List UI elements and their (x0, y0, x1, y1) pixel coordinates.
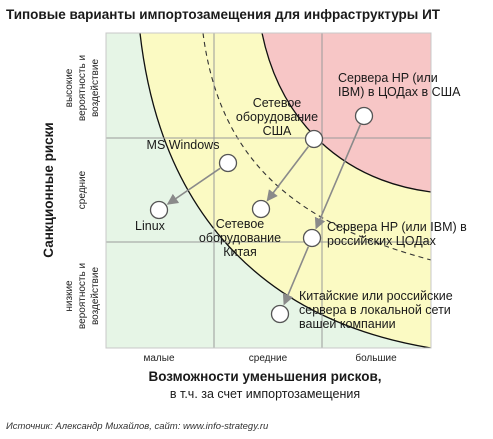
x-axis-label-line1: Возможности уменьшения рисков, (148, 369, 381, 384)
arrow-servers_russia-to-servers_own (282, 246, 310, 306)
node-servers-own: Китайские или российские сервера в локаль… (270, 289, 453, 331)
diagram-nodes: Сервера HP (или IBM) в ЦОДах в США Сетевое… (135, 71, 467, 331)
diagram-title: Типовые варианты импортозамещения для ин… (6, 7, 441, 22)
arrow-servers_usa-to-servers_russia (314, 124, 362, 230)
x-axis-label-line2: в т.ч. за счет импортозамещения (170, 387, 360, 401)
svg-text:вероятность и: вероятность и (77, 55, 88, 121)
svg-text:воздействие: воздействие (90, 267, 101, 325)
svg-text:высокие: высокие (64, 68, 75, 107)
svg-text:низкие: низкие (64, 280, 75, 312)
svg-text:вероятность и: вероятность и (77, 263, 88, 329)
source-note: Источник: Александр Михайлов, сайт: www.… (6, 421, 269, 432)
x-axis-level-high: большие (355, 352, 397, 364)
high-risk-zone (262, 33, 431, 192)
node-servers-russia: Сервера HP (или IBM) в российских ЦОДах (302, 220, 467, 248)
y-axis-label: Санкционные риски (41, 122, 56, 257)
node-servers-usa: Сервера HP (или IBM) в ЦОДах в США (338, 71, 461, 126)
svg-text:воздействие: воздействие (90, 59, 101, 117)
node-network-usa: Сетевое оборудование США (236, 96, 324, 149)
svg-text:средние: средние (77, 170, 88, 209)
node-marker (251, 199, 271, 219)
node-marker (218, 153, 238, 173)
node-label: Китайские или российские сервера в локаль… (299, 289, 453, 331)
y-axis-level-high: высокие вероятность и воздействие (64, 55, 101, 121)
node-label: Сервера HP (или IBM) в ЦОДах в США (338, 71, 461, 99)
x-axis-level-low: малые (143, 353, 174, 364)
node-marker (354, 106, 374, 126)
node-label: Linux (135, 219, 166, 233)
node-label: Сервера HP (или IBM) в российских ЦОДах (327, 220, 467, 248)
node-label: Сетевое оборудование Китая (199, 217, 281, 259)
node-linux: Linux (135, 200, 169, 233)
x-axis-level-mid: средние (249, 353, 288, 364)
arrow-network_usa-to-network_china (266, 146, 309, 202)
node-marker (304, 129, 324, 149)
arrow-ms_windows-to-linux (166, 167, 221, 205)
node-label: Сетевое оборудование США (236, 96, 318, 138)
node-marker (302, 228, 322, 248)
node-label: MS Windows (147, 138, 220, 152)
node-marker (270, 304, 290, 324)
low-medium-boundary (139, 33, 431, 348)
node-marker (149, 200, 169, 220)
y-axis-level-mid: средние (77, 170, 88, 209)
y-axis-level-low: низкие вероятность и воздействие (64, 263, 101, 329)
plot-frame (105, 32, 432, 349)
node-ms-windows: MS Windows (147, 138, 238, 173)
transition-arrows (166, 124, 362, 306)
node-network-china: Сетевое оборудование Китая (199, 199, 281, 259)
